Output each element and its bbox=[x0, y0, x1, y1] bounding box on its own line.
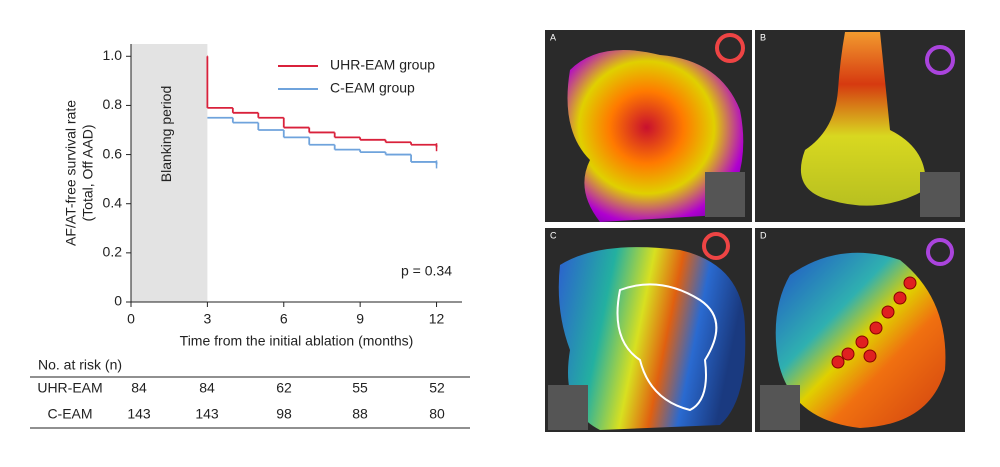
y-axis-label: (Total, Off AAD) bbox=[80, 125, 96, 222]
x-tick-label: 3 bbox=[203, 311, 211, 327]
panel-label: D bbox=[760, 230, 767, 240]
color-wheel bbox=[926, 238, 954, 266]
panel bbox=[545, 30, 752, 222]
blanking-region bbox=[131, 44, 208, 302]
x-tick-label: 12 bbox=[429, 311, 445, 327]
row-label: UHR-EAM bbox=[37, 380, 102, 396]
x-tick-label: 9 bbox=[356, 311, 364, 327]
risk-count: 84 bbox=[131, 380, 147, 396]
risk-count: 80 bbox=[429, 406, 445, 422]
color-wheel bbox=[702, 232, 730, 260]
annotation: p = 0.34 bbox=[401, 263, 452, 279]
thumbnail bbox=[705, 172, 745, 217]
map bbox=[800, 32, 926, 206]
km-plot: Blanking period 0 0.2 0.4 0.6 0.8 1.0 0 3 6 9 12 Tim… bbox=[63, 44, 462, 349]
y-tick-label: 0.8 bbox=[103, 96, 123, 112]
risk-table: No. at risk (n) UHR-EAM 84 84 62 55 52 C-EAM 143… bbox=[30, 357, 470, 429]
y-axis-label: AF/AT-free survival rate bbox=[63, 100, 79, 246]
legend-label: UHR-EAM group bbox=[330, 57, 435, 73]
panel-label: A bbox=[550, 32, 556, 42]
panel-label: B bbox=[760, 32, 766, 42]
risk-count: 52 bbox=[429, 380, 445, 396]
map bbox=[558, 247, 746, 430]
blanking-label: Blanking period bbox=[158, 86, 174, 183]
x-tick-label: 6 bbox=[280, 311, 288, 327]
panel bbox=[755, 228, 965, 432]
y-tick-label: 0.2 bbox=[103, 244, 123, 260]
x-tick-label: 0 bbox=[127, 311, 135, 327]
risk-count: 143 bbox=[127, 406, 151, 422]
risk-count: 84 bbox=[199, 380, 215, 396]
risk-title: No. at risk (n) bbox=[38, 357, 122, 373]
y-tick-label: 0.4 bbox=[103, 194, 123, 210]
ablation-points bbox=[831, 276, 917, 369]
thumbnail bbox=[920, 172, 960, 217]
panel bbox=[545, 228, 752, 432]
y-tick-label: 0.6 bbox=[103, 145, 123, 161]
y-tick-label: 0 bbox=[114, 293, 122, 309]
row-label: C-EAM bbox=[47, 406, 92, 422]
risk-count: 143 bbox=[195, 406, 219, 422]
y-tick-label: 1.0 bbox=[103, 47, 123, 63]
x-axis-label: Time from the initial ablation (months) bbox=[180, 333, 414, 349]
risk-count: 88 bbox=[352, 406, 368, 422]
risk-count: 98 bbox=[276, 406, 292, 422]
thumbnail bbox=[548, 385, 588, 430]
color-wheel bbox=[925, 45, 955, 75]
outline bbox=[616, 283, 718, 412]
panel bbox=[755, 30, 965, 222]
thumbnail bbox=[760, 385, 800, 430]
risk-count: 55 bbox=[352, 380, 368, 396]
map bbox=[567, 50, 744, 222]
risk-count: 62 bbox=[276, 380, 292, 396]
panel-label: C bbox=[550, 230, 557, 240]
legend-label: C-EAM group bbox=[330, 80, 415, 96]
color-wheel bbox=[715, 33, 745, 63]
